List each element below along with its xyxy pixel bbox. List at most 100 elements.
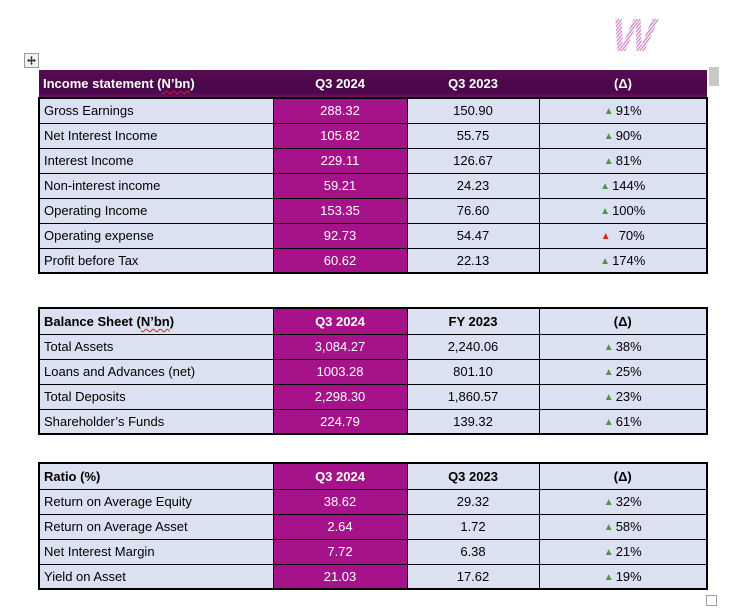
row-label: Operating expense [38, 222, 274, 249]
balance-sheet-table: Balance Sheet (N’bn) Q3 2024 FY 2023 (Δ) Tot… [38, 307, 708, 435]
row-label: Total Deposits [38, 383, 274, 410]
up-triangle-icon: ▲ [603, 392, 614, 403]
income-statement-title: Income statement (N’bn) [39, 70, 273, 98]
delta-percent: 38% [615, 339, 642, 354]
table-row: Loans and Advances (net) 1003.28 801.10 ▲ 25… [38, 358, 708, 385]
table-move-handle[interactable] [24, 53, 39, 68]
current-period-value: 153.35 [272, 197, 408, 224]
table-row: Operating expense 92.73 54.47 ▲ 70% [38, 222, 708, 249]
scrollbar-thumb[interactable] [709, 67, 719, 86]
delta-percent: 19% [615, 568, 642, 584]
table-row: Shareholder’s Funds 224.79 139.32 ▲ 61% [38, 408, 708, 435]
row-label: Shareholder’s Funds [38, 408, 274, 435]
delta-percent: 61% [615, 413, 642, 429]
ratios-header-col-3: (Δ) [538, 462, 708, 490]
current-period-value: 288.32 [272, 97, 408, 124]
delta-value: ▲ 70% [538, 222, 708, 249]
table-row: Non-interest income 59.21 24.23 ▲ 144% [38, 172, 708, 199]
delta-value: ▲ 144% [538, 172, 708, 199]
up-triangle-icon: ▲ [603, 416, 614, 428]
delta-value: ▲ 38% [538, 333, 708, 360]
row-label: Gross Earnings [38, 97, 274, 124]
up-triangle-icon: ▲ [603, 106, 614, 118]
delta-value: ▲ 19% [538, 563, 708, 590]
row-label: Return on Average Asset [38, 513, 274, 540]
delta-percent: 21% [615, 544, 642, 559]
current-period-value: 224.79 [272, 408, 408, 435]
delta-value: ▲ 23% [538, 383, 708, 410]
current-period-value: 21.03 [272, 563, 408, 590]
income-statement-header-col-3: (Δ) [539, 70, 707, 98]
prior-period-value: 2,240.06 [406, 333, 540, 360]
table-row: Gross Earnings 288.32 150.90 ▲ 91% [38, 97, 708, 124]
ratios-header-col-2: Q3 2023 [406, 462, 540, 490]
delta-value: ▲ 25% [538, 358, 708, 385]
row-label: Loans and Advances (net) [38, 358, 274, 385]
current-period-value: 2.64 [272, 513, 408, 540]
income-statement-header-col-2: Q3 2023 [407, 70, 539, 98]
prior-period-value: 55.75 [406, 122, 540, 149]
up-triangle-icon: ▲ [603, 156, 614, 167]
up-triangle-icon: ▲ [600, 206, 611, 217]
delta-percent: 70% [618, 228, 645, 243]
prior-period-value: 24.23 [406, 172, 540, 199]
spellcheck-underlined-word: N’bn [140, 313, 170, 329]
delta-value: ▲ 58% [538, 513, 708, 540]
prior-period-value: 126.67 [406, 147, 540, 174]
table-row: Operating Income 153.35 76.60 ▲ 100% [38, 197, 708, 224]
current-period-value: 7.72 [272, 538, 408, 565]
prior-period-value: 17.62 [406, 563, 540, 590]
current-period-value: 3,084.27 [272, 333, 408, 360]
wema-w-icon: W [612, 9, 659, 61]
down-triangle-icon: ▲ [600, 231, 611, 242]
delta-value: ▲ 61% [538, 408, 708, 435]
up-triangle-icon: ▲ [603, 571, 614, 583]
delta-value: ▲ 100% [538, 197, 708, 224]
up-triangle-icon: ▲ [603, 547, 614, 558]
delta-value: ▲ 90% [538, 122, 708, 149]
table-row: Yield on Asset 21.03 17.62 ▲ 19% [38, 563, 708, 590]
table-row: Interest Income 229.11 126.67 ▲ 81% [38, 147, 708, 174]
balance-sheet-header-row: Balance Sheet (N’bn) Q3 2024 FY 2023 (Δ) [38, 307, 708, 335]
table-row: Return on Average Equity 38.62 29.32 ▲ 32% [38, 488, 708, 515]
prior-period-value: 1,860.57 [406, 383, 540, 410]
delta-percent: 90% [615, 128, 642, 143]
row-label: Interest Income [38, 147, 274, 174]
delta-percent: 100% [612, 203, 646, 218]
current-period-value: 60.62 [272, 247, 408, 274]
prior-period-value: 6.38 [406, 538, 540, 565]
income-statement-header-row: Income statement (N’bn) Q3 2024 Q3 2023 (Δ) [39, 70, 707, 98]
balance-sheet-title: Balance Sheet (N’bn) [38, 307, 274, 335]
row-label: Net Interest Margin [38, 538, 274, 565]
balance-sheet-header-col-1: Q3 2024 [272, 307, 408, 335]
balance-sheet-header-col-2: FY 2023 [406, 307, 540, 335]
delta-value: ▲ 174% [538, 247, 708, 274]
delta-percent: 91% [615, 103, 642, 119]
current-period-value: 2,298.30 [272, 383, 408, 410]
current-period-value: 59.21 [272, 172, 408, 199]
svg-text:W: W [612, 10, 659, 58]
delta-value: ▲ 32% [538, 488, 708, 515]
delta-percent: 32% [615, 494, 642, 509]
up-triangle-icon: ▲ [600, 255, 611, 267]
prior-period-value: 1.72 [406, 513, 540, 540]
delta-percent: 58% [615, 519, 642, 534]
table-resize-handle[interactable] [706, 595, 717, 606]
prior-period-value: 54.47 [406, 222, 540, 249]
ratios-table: Ratio (%) Q3 2024 Q3 2023 (Δ) Return on Aver… [38, 462, 708, 590]
up-triangle-icon: ▲ [603, 342, 614, 353]
row-label: Profit before Tax [38, 247, 274, 274]
row-label: Non-interest income [38, 172, 274, 199]
up-triangle-icon: ▲ [603, 131, 614, 142]
delta-percent: 174% [612, 252, 646, 268]
prior-period-value: 150.90 [406, 97, 540, 124]
prior-period-value: 801.10 [406, 358, 540, 385]
income-statement-header-col-1: Q3 2024 [273, 70, 407, 98]
prior-period-value: 29.32 [406, 488, 540, 515]
row-label: Operating Income [38, 197, 274, 224]
row-label: Yield on Asset [38, 563, 274, 590]
current-period-value: 229.11 [272, 147, 408, 174]
delta-percent: 23% [615, 389, 642, 404]
ratios-header-row: Ratio (%) Q3 2024 Q3 2023 (Δ) [38, 462, 708, 490]
